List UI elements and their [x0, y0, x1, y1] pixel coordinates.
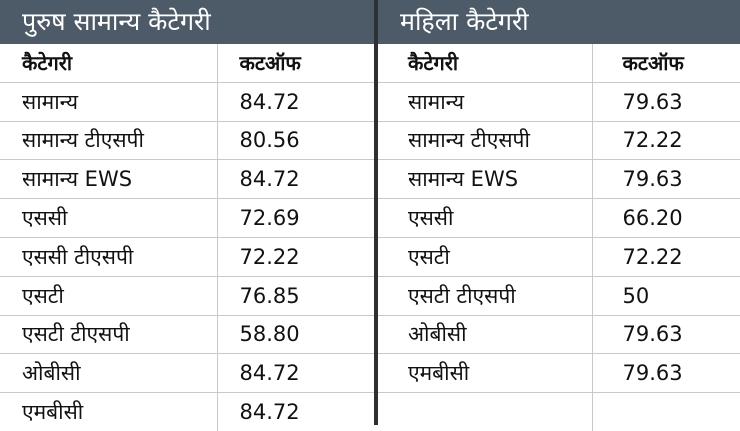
cutoff-cell: 84.72	[217, 82, 374, 122]
category-cell: सामान्य EWS	[378, 159, 593, 200]
female-col-category: कैटेगरी	[378, 44, 593, 83]
table-row: ओबीसी 84.72	[0, 353, 374, 394]
category-cell: एसटी टीएसपी	[378, 276, 593, 316]
cutoff-cell: 84.72	[217, 353, 374, 394]
panel-divider	[374, 0, 378, 425]
table-row: एसटी 76.85	[0, 276, 374, 316]
female-title: महिला कैटेगरी	[378, 0, 740, 44]
female-table: कैटेगरी कटऑफ सामान्य 79.63 सामान्य टीएसपी…	[378, 44, 740, 431]
cutoff-cell: 72.22	[592, 121, 740, 161]
table-row-empty	[378, 392, 740, 431]
category-cell: एमबीसी	[0, 392, 218, 431]
category-cell: एसटी	[0, 276, 218, 316]
cutoff-cell: 79.63	[592, 315, 740, 355]
category-cell: सामान्य EWS	[0, 159, 218, 200]
male-general-panel: पुरुष सामान्य कैटेगरी कैटेगरी कटऑफ सामान…	[0, 0, 374, 431]
table-row: ओबीसी 79.63	[378, 315, 740, 355]
table-row: एससी 72.69	[0, 198, 374, 238]
category-cell: एससी	[378, 198, 593, 238]
cutoff-cell: 50	[592, 276, 740, 316]
category-cell: सामान्य	[378, 82, 593, 122]
cutoff-cell: 58.80	[217, 315, 374, 355]
male-general-title: पुरुष सामान्य कैटेगरी	[0, 0, 374, 44]
table-row: सामान्य टीएसपी 72.22	[378, 121, 740, 161]
cutoff-cell: 79.63	[592, 159, 740, 200]
table-row: सामान्य EWS 79.63	[378, 159, 740, 200]
cutoff-cell: 84.72	[239, 400, 300, 425]
female-header-row: कैटेगरी कटऑफ	[378, 44, 740, 83]
cutoff-cell: 76.85	[217, 276, 374, 316]
male-header-row: कैटेगरी कटऑफ	[0, 44, 374, 83]
cutoff-cell: 66.20	[592, 198, 740, 238]
cutoff-cell: 72.22	[592, 237, 740, 277]
cutoff-cell: 79.63	[592, 82, 740, 122]
male-col-category: कैटेगरी	[0, 44, 218, 83]
female-col-cutoff: कटऑफ	[592, 44, 740, 83]
table-row: एससी 66.20	[378, 198, 740, 238]
category-cell	[378, 392, 593, 431]
category-cell: ओबीसी	[0, 353, 218, 394]
cutoff-cell: 84.72	[217, 159, 374, 200]
cutoff-cell: 72.22	[217, 237, 374, 277]
category-cell: सामान्य टीएसपी	[378, 121, 593, 161]
cutoff-cell: 72.69	[217, 198, 374, 238]
table-row: एमबीसी 79.63	[378, 353, 740, 394]
table-row: सामान्य EWS 84.72	[0, 159, 374, 200]
category-cell: ओबीसी	[378, 315, 593, 355]
category-cell: एससी टीएसपी	[0, 237, 218, 277]
table-row: सामान्य 84.72	[0, 82, 374, 122]
table-row: एसटी 72.22	[378, 237, 740, 277]
male-general-table: कैटेगरी कटऑफ सामान्य 84.72 सामान्य टीएसपी…	[0, 44, 374, 431]
cutoff-cell: 79.63	[592, 353, 740, 394]
category-cell: सामान्य	[0, 82, 218, 122]
category-cell: एसटी टीएसपी	[0, 315, 218, 355]
male-col-cutoff: कटऑफ	[217, 44, 374, 83]
table-row: एसटी टीएसपी 50	[378, 276, 740, 316]
cutoff-cell	[592, 393, 740, 431]
category-cell: सामान्य टीएसपी	[0, 121, 218, 161]
table-row: एससी टीएसपी 72.22	[0, 237, 374, 277]
table-row: सामान्य 79.63	[378, 82, 740, 122]
table-row: सामान्य टीएसपी 80.56	[0, 121, 374, 161]
table-row: एसटी टीएसपी 58.80	[0, 315, 374, 355]
female-panel: महिला कैटेगरी कैटेगरी कटऑफ सामान्य 79.63 …	[378, 0, 740, 431]
category-cell: एसटी	[378, 237, 593, 277]
table-row: एमबीसी 84.72	[0, 392, 374, 431]
category-cell: एमबीसी	[378, 353, 593, 394]
cutoff-cell: 80.56	[217, 121, 374, 161]
category-cell: एससी	[0, 198, 218, 238]
